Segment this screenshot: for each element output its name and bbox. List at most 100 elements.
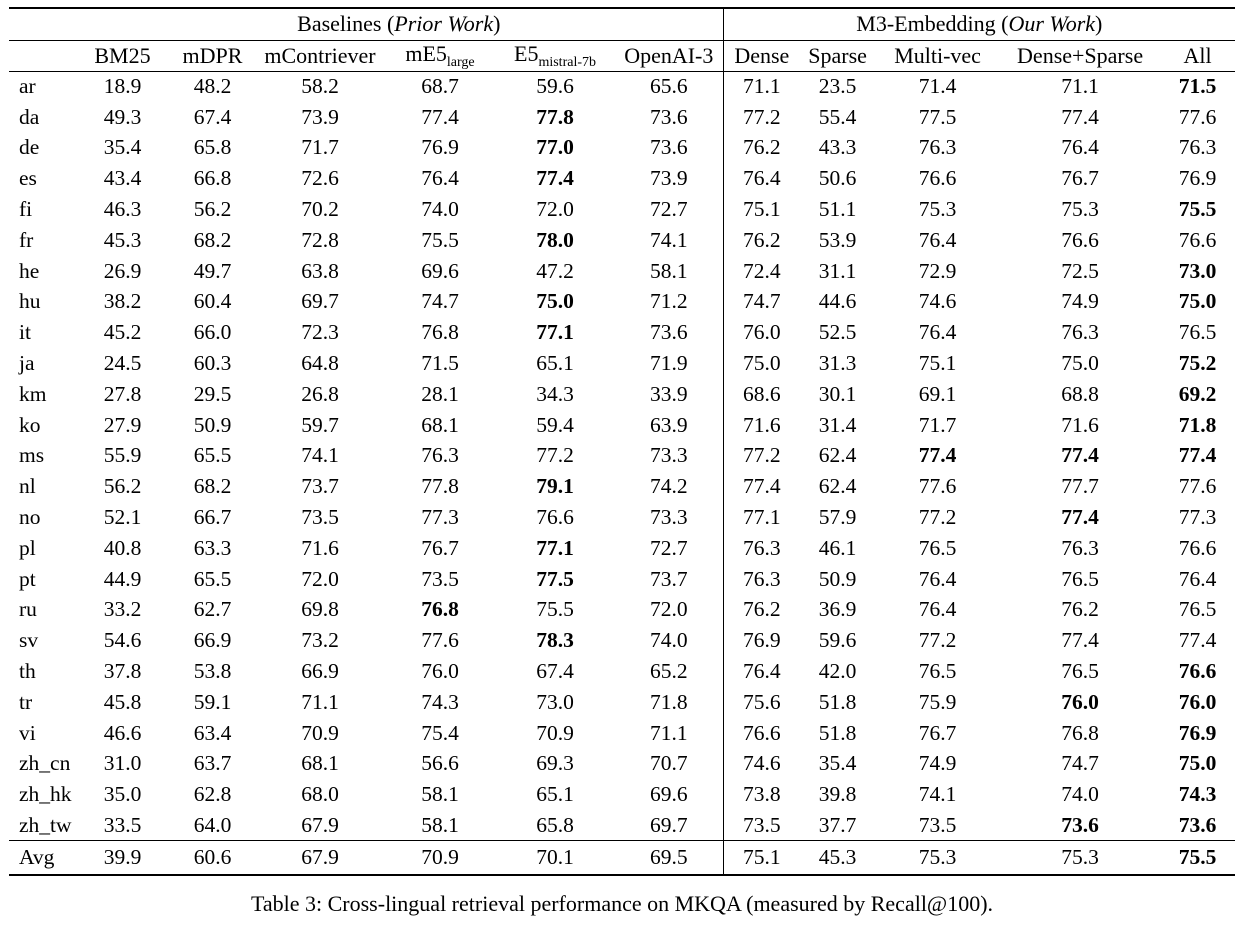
- value-cell: 62.7: [193, 597, 232, 622]
- value-cell: 62.4: [818, 443, 857, 468]
- column-header-dense: Dense: [722, 40, 801, 72]
- value-cell: 72.0: [536, 197, 574, 222]
- value-cell: 47.2: [536, 258, 574, 283]
- value-cell: 68.7: [421, 74, 459, 99]
- value-cell: 74.1: [301, 443, 339, 468]
- value-cell: 51.8: [818, 689, 857, 714]
- value-cell: 64.0: [193, 812, 232, 837]
- value-cell: 39.8: [818, 782, 857, 807]
- value-cell: 74.1: [649, 227, 688, 252]
- value-cell: 77.2: [918, 628, 957, 653]
- value-cell: 24.5: [103, 351, 142, 376]
- value-cell: 76.5: [1178, 597, 1217, 622]
- corner-cell-top: [9, 8, 75, 41]
- value-cell: 77.4: [1061, 628, 1099, 653]
- value-cell: 27.8: [103, 381, 142, 406]
- value-cell: 76.4: [1061, 135, 1099, 160]
- column-header-all: All: [1160, 40, 1236, 72]
- language-label: nl: [19, 474, 36, 499]
- value-cell: 76.5: [1178, 320, 1217, 345]
- value-cell: 70.9: [301, 720, 339, 745]
- value-cell: 38.2: [103, 289, 142, 314]
- value-cell: 63.8: [301, 258, 339, 283]
- table-row-ja: ja 24.5 60.3 64.8 71.5 65.1 71.9 75.0 31.3 75.1 75…: [9, 348, 1235, 379]
- value-cell: 73.0: [536, 689, 574, 714]
- value-cell: 75.1: [722, 194, 801, 225]
- value-cell: 57.9: [818, 505, 857, 530]
- value-cell: 76.6: [1061, 227, 1099, 252]
- value-cell: 76.3: [918, 135, 957, 160]
- language-label: it: [19, 320, 31, 345]
- value-cell: 78.0: [536, 227, 574, 252]
- m3-label-prefix: M3-Embedding (: [856, 11, 1009, 37]
- table-row-sv: sv 54.6 66.9 73.2 77.6 78.3 74.0 76.9 59.6 77.2 77…: [9, 625, 1235, 657]
- value-cell: 63.7: [193, 751, 232, 776]
- value-cell: 76.0: [1178, 689, 1217, 714]
- language-label: fi: [19, 197, 33, 222]
- value-cell: 77.2: [536, 443, 574, 468]
- value-cell: 27.9: [103, 412, 142, 437]
- value-cell: 68.6: [722, 378, 801, 410]
- value-cell: 60.6: [170, 840, 255, 875]
- value-cell: 75.3: [1061, 197, 1099, 222]
- value-cell: 75.1: [918, 351, 957, 376]
- value-cell: 34.3: [536, 381, 574, 406]
- value-cell: 76.5: [918, 535, 957, 560]
- value-cell: 68.2: [193, 227, 232, 252]
- value-cell: 71.4: [918, 74, 957, 99]
- value-cell: 59.4: [536, 412, 574, 437]
- value-cell: 76.5: [1061, 566, 1099, 591]
- value-cell: 68.1: [301, 751, 339, 776]
- results-table: Baselines (Prior Work) M3-Embedding (Our…: [9, 7, 1236, 876]
- column-header-mdpr: mDPR: [170, 40, 255, 72]
- value-cell: 69.8: [301, 597, 339, 622]
- value-cell: 50.9: [818, 566, 857, 591]
- value-cell: 46.1: [818, 535, 857, 560]
- value-cell: 71.1: [649, 720, 688, 745]
- column-header-dense-sparse: Dense+Sparse: [1000, 40, 1161, 72]
- value-cell: 76.3: [1061, 320, 1099, 345]
- language-label: ru: [19, 597, 37, 622]
- value-cell: 77.6: [421, 628, 459, 653]
- value-cell: 72.8: [301, 227, 339, 252]
- value-cell: 49.3: [103, 104, 142, 129]
- value-cell: 71.7: [918, 412, 957, 437]
- value-cell: 77.4: [421, 104, 459, 129]
- language-label: no: [19, 505, 41, 530]
- value-cell: 73.3: [649, 505, 688, 530]
- value-cell: 75.5: [421, 227, 459, 252]
- value-cell: 77.3: [1178, 505, 1217, 530]
- value-cell: 76.7: [1061, 166, 1099, 191]
- table-row-ms: ms 55.9 65.5 74.1 76.3 77.2 73.3 77.2 62.4 77.4 77…: [9, 440, 1235, 472]
- value-cell: 49.7: [193, 258, 232, 283]
- value-cell: 77.5: [536, 566, 574, 591]
- value-cell: 59.6: [818, 628, 857, 653]
- value-cell: 31.1: [818, 258, 857, 283]
- value-cell: 29.5: [193, 381, 232, 406]
- column-header-multi-vec: Multi-vec: [875, 40, 1001, 72]
- value-cell: 31.4: [818, 412, 857, 437]
- value-cell: 70.1: [495, 840, 615, 875]
- value-cell: 74.9: [918, 751, 957, 776]
- table-row-fi: fi 46.3 56.2 70.2 74.0 72.0 72.7 75.1 51.1 75.3 75…: [9, 194, 1235, 225]
- value-cell: 44.9: [103, 566, 142, 591]
- value-cell: 74.6: [722, 748, 801, 780]
- value-cell: 77.2: [918, 505, 957, 530]
- value-cell: 69.6: [421, 258, 459, 283]
- baselines-label-suffix: ): [493, 11, 501, 37]
- value-cell: 77.1: [536, 320, 574, 345]
- group-header-row: Baselines (Prior Work) M3-Embedding (Our…: [9, 8, 1236, 41]
- value-cell: 75.0: [1061, 351, 1099, 376]
- value-cell: 56.2: [193, 197, 232, 222]
- value-cell: 76.3: [722, 532, 801, 564]
- value-cell: 69.6: [649, 782, 688, 807]
- language-label: th: [19, 659, 36, 684]
- value-cell: 30.1: [818, 381, 857, 406]
- value-cell: 65.8: [193, 135, 232, 160]
- value-cell: 77.4: [1061, 505, 1099, 530]
- value-cell: 76.9: [421, 135, 459, 160]
- value-cell: 40.8: [103, 535, 142, 560]
- table-row-ru: ru 33.2 62.7 69.8 76.8 75.5 72.0 76.2 36.9 76.4 76…: [9, 594, 1235, 626]
- value-cell: 69.1: [918, 381, 957, 406]
- value-cell: 37.8: [103, 659, 142, 684]
